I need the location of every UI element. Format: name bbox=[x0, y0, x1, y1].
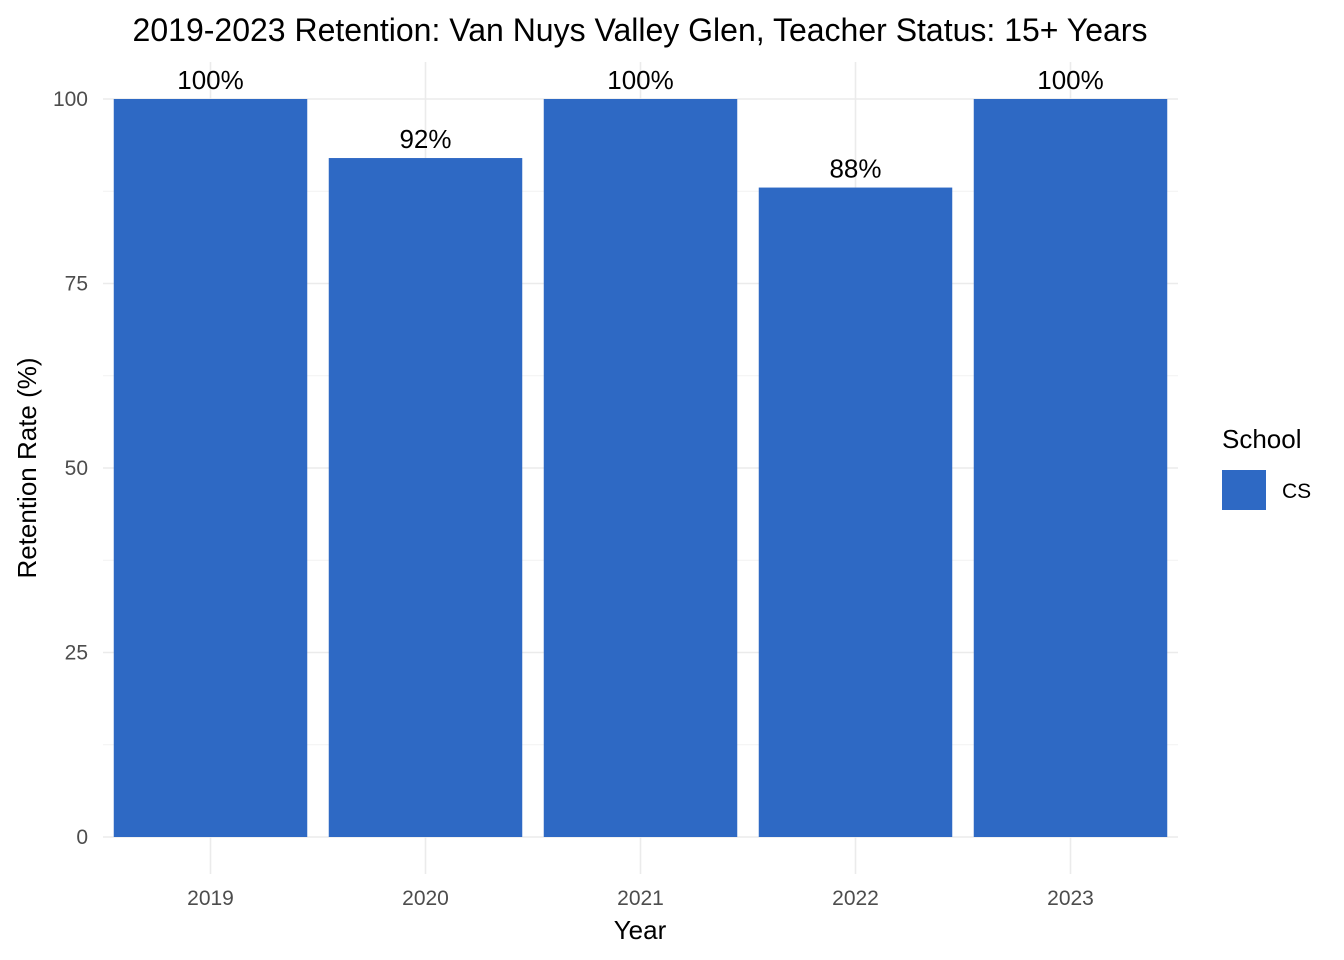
bar-label-2020: 92% bbox=[399, 124, 451, 154]
bar-2021 bbox=[543, 99, 738, 837]
bar-label-2022: 88% bbox=[829, 154, 881, 184]
y-axis-title: Retention Rate (%) bbox=[12, 357, 42, 578]
legend-label-cs: CS bbox=[1282, 480, 1311, 503]
chart-title: 2019-2023 Retention: Van Nuys Valley Gle… bbox=[133, 12, 1148, 48]
x-tick-label: 2021 bbox=[617, 887, 664, 910]
legend-title: School bbox=[1222, 424, 1302, 454]
legend: School CS bbox=[1222, 424, 1311, 510]
x-tick-label: 2019 bbox=[187, 887, 234, 910]
y-tick-label: 0 bbox=[76, 826, 88, 849]
bar-2023 bbox=[973, 99, 1168, 837]
bar-2020 bbox=[328, 158, 523, 838]
legend-swatch-cs bbox=[1222, 470, 1266, 510]
y-tick-label: 50 bbox=[65, 457, 88, 480]
x-tick-label: 2022 bbox=[832, 887, 879, 910]
bar-2022 bbox=[758, 187, 953, 837]
y-tick-label: 25 bbox=[65, 642, 88, 665]
x-axis-title: Year bbox=[614, 915, 667, 945]
y-tick-label: 100 bbox=[53, 88, 88, 111]
x-tick-label: 2023 bbox=[1047, 887, 1094, 910]
bars bbox=[113, 99, 1168, 838]
bar-value-labels: 100% 92% 100% 88% 100% bbox=[177, 65, 1104, 184]
y-tick-label: 75 bbox=[65, 273, 88, 296]
y-axis-ticks: 0 25 50 75 100 bbox=[53, 88, 88, 849]
x-axis-ticks: 2019 2020 2021 2022 2023 bbox=[187, 887, 1094, 910]
bar-label-2019: 100% bbox=[177, 65, 244, 95]
bar-label-2021: 100% bbox=[607, 65, 674, 95]
bar-label-2023: 100% bbox=[1037, 65, 1104, 95]
x-tick-label: 2020 bbox=[402, 887, 449, 910]
bar-2019 bbox=[113, 99, 308, 837]
